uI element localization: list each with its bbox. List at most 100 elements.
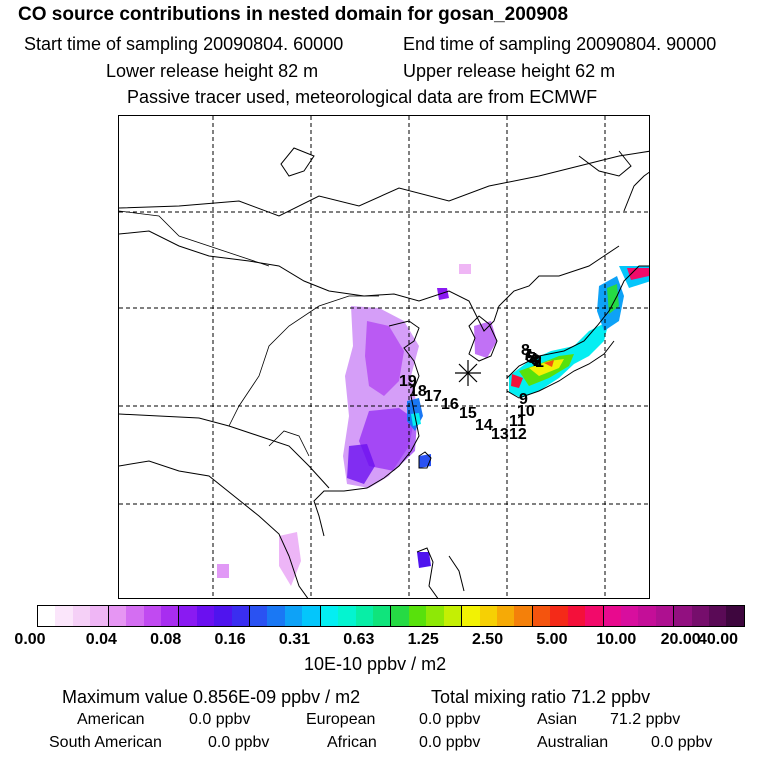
colorbar-swatch bbox=[479, 606, 497, 626]
region-european-value: 0.0 ppbv bbox=[419, 711, 481, 728]
region-asian-value: 71.2 ppbv bbox=[610, 711, 681, 728]
trajectory-label: 14 bbox=[475, 417, 493, 434]
country-borders bbox=[119, 210, 379, 457]
max-value-label: Maximum value 0.856E-09 ppbv / m2 bbox=[62, 687, 361, 707]
colorbar-swatch bbox=[691, 606, 710, 626]
trajectory-label: 7 bbox=[523, 347, 532, 364]
colorbar-swatch bbox=[373, 606, 392, 626]
trajectory-label: 9 bbox=[519, 391, 528, 408]
colorbar-swatch bbox=[250, 606, 268, 626]
region-african-name: African bbox=[327, 734, 377, 751]
colorbar-swatch bbox=[726, 606, 744, 626]
trajectory-label: 8 bbox=[521, 342, 530, 359]
region-american-value: 0.0 ppbv bbox=[189, 711, 251, 728]
colorbar-swatch bbox=[55, 606, 73, 626]
colorbar-swatch bbox=[38, 606, 56, 626]
colorbar-tick-label: 40.00 bbox=[697, 631, 739, 648]
region-asian-name: Asian bbox=[537, 711, 578, 728]
tracer-note: Passive tracer used, meteorological data… bbox=[127, 87, 598, 107]
trajectory-label: 2 bbox=[533, 353, 542, 370]
colorbar-tick-label: 0.16 bbox=[214, 631, 246, 648]
total-mixing-label: Total mixing ratio 71.2 ppbv bbox=[431, 687, 651, 707]
region-australian-name: Australian bbox=[537, 734, 609, 751]
colorbar-swatch bbox=[638, 606, 656, 626]
start-time-label: Start time of sampling 20090804. 60000 bbox=[24, 34, 344, 54]
colorbar-tick-label: 0.00 bbox=[14, 631, 46, 648]
colorbar-swatch bbox=[391, 606, 409, 626]
trajectory-label: 11 bbox=[509, 413, 526, 430]
colorbar-swatch bbox=[443, 606, 463, 626]
region-european-name: European bbox=[306, 711, 376, 728]
colorbar-swatch bbox=[585, 606, 604, 626]
end-time-label: End time of sampling 20090804. 90000 bbox=[403, 34, 717, 54]
lower-release-label: Lower release height 82 m bbox=[106, 61, 319, 81]
colorbar-swatch bbox=[179, 606, 197, 626]
colorbar-swatch bbox=[214, 606, 232, 626]
colorbar-swatch bbox=[143, 606, 161, 626]
colorbar-swatch bbox=[655, 606, 675, 626]
colorbar-swatch bbox=[603, 606, 621, 626]
region-south-american-name: South American bbox=[49, 734, 162, 751]
colorbar-tick-label: 1.25 bbox=[407, 631, 439, 648]
colorbar-swatch bbox=[160, 606, 180, 626]
colorbar-swatch bbox=[550, 606, 568, 626]
colorbar-tick-label: 20.00 bbox=[660, 631, 701, 648]
colorbar-swatch bbox=[302, 606, 321, 626]
trajectory-label: 19 bbox=[399, 373, 417, 390]
colorbar-swatch bbox=[709, 606, 727, 626]
trajectory-label: 10 bbox=[517, 403, 535, 420]
colorbar-swatch bbox=[674, 606, 692, 626]
receptor-star-icon bbox=[455, 360, 481, 386]
colorbar-swatch bbox=[408, 606, 427, 626]
colorbar-swatch bbox=[126, 606, 144, 626]
trajectory-label: 5 bbox=[527, 350, 536, 367]
colorbar-swatch bbox=[338, 606, 356, 626]
colorbar-swatch bbox=[514, 606, 533, 626]
colorbar-tick-label: 0.08 bbox=[150, 631, 182, 648]
colorbar-swatch bbox=[496, 606, 515, 626]
colorbar-tick-label: 10.00 bbox=[596, 631, 637, 648]
colorbar-tick-label: 0.63 bbox=[343, 631, 375, 648]
colorbar-tick-label: 0.04 bbox=[85, 631, 117, 648]
trajectory-label: 1 bbox=[535, 354, 544, 371]
region-american-name: American bbox=[77, 711, 145, 728]
colorbar-swatch bbox=[284, 606, 303, 626]
trajectory-label: 17 bbox=[424, 388, 442, 405]
trajectory-label: 3 bbox=[531, 352, 540, 369]
colorbar-tick-label: 0.31 bbox=[278, 631, 311, 648]
contribution-field bbox=[217, 264, 649, 598]
colorbar-tick-label: 2.50 bbox=[471, 631, 504, 648]
colorbar-tick-label: 5.00 bbox=[536, 631, 568, 648]
map-title: CO source contributions in nested domain… bbox=[18, 4, 569, 25]
colorbar-swatch bbox=[462, 606, 480, 626]
map-panel: 19 18 17 16 15 14 13 12 11 10 9 8 7 6 5 4 3 2 1 bbox=[118, 115, 650, 599]
coastlines bbox=[119, 147, 649, 598]
trajectory-label: 13 bbox=[491, 426, 509, 443]
colorbar-swatch bbox=[90, 606, 109, 626]
region-australian-value: 0.0 ppbv bbox=[651, 734, 713, 751]
colorbar bbox=[37, 605, 745, 627]
trajectory-label: 6 bbox=[525, 349, 534, 366]
trajectory-label: 15 bbox=[459, 405, 477, 422]
trajectory-label: 12 bbox=[509, 426, 527, 443]
lat-lon-grid bbox=[119, 116, 649, 598]
colorbar-swatch bbox=[267, 606, 285, 626]
colorbar-swatch bbox=[320, 606, 339, 626]
colorbar-swatch bbox=[231, 606, 251, 626]
upper-release-label: Upper release height 62 m bbox=[403, 61, 616, 81]
colorbar-swatch bbox=[108, 606, 127, 626]
colorbar-swatch bbox=[196, 606, 215, 626]
colorbar-swatch bbox=[567, 606, 586, 626]
region-south-american-value: 0.0 ppbv bbox=[208, 734, 270, 751]
colorbar-swatch bbox=[620, 606, 639, 626]
trajectory-label: 16 bbox=[441, 396, 459, 413]
colorbar-swatch bbox=[355, 606, 374, 626]
trajectory-label: 18 bbox=[409, 383, 427, 400]
colorbar-units: 10E-10 ppbv / m2 bbox=[304, 654, 447, 674]
region-african-value: 0.0 ppbv bbox=[419, 734, 481, 751]
colorbar-swatch bbox=[426, 606, 444, 626]
colorbar-swatch bbox=[72, 606, 91, 626]
trajectory-label: 4 bbox=[529, 351, 538, 368]
